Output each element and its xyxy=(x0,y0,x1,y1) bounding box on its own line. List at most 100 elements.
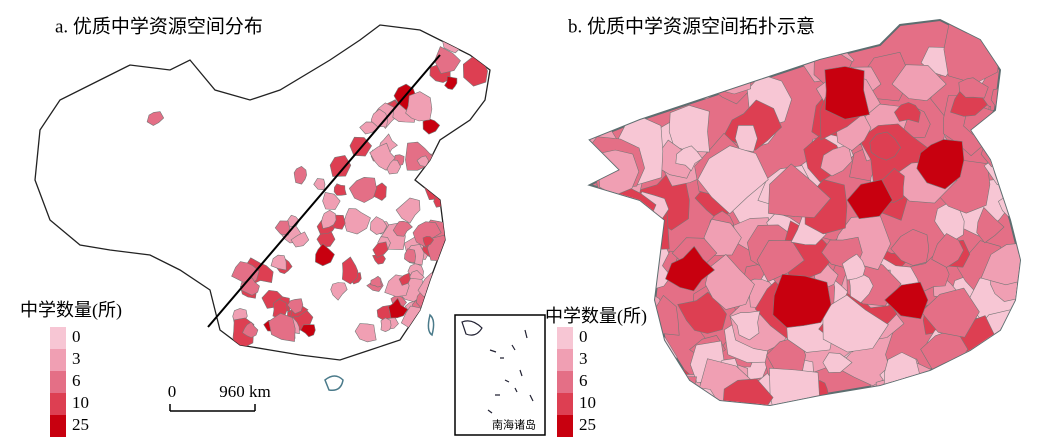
region xyxy=(943,375,989,405)
region xyxy=(146,111,165,126)
region xyxy=(665,245,715,292)
region xyxy=(627,386,664,405)
region xyxy=(369,216,388,235)
region xyxy=(590,225,624,289)
region xyxy=(637,52,675,100)
region xyxy=(293,165,307,185)
region xyxy=(890,228,930,266)
region xyxy=(591,344,630,392)
region xyxy=(322,192,341,210)
scale-label: 960 km xyxy=(219,382,270,401)
legend-swatch xyxy=(50,393,66,415)
legend-title: 中学数量(所) xyxy=(20,300,122,321)
region xyxy=(592,354,610,378)
region xyxy=(388,297,409,319)
region xyxy=(330,282,348,301)
region xyxy=(341,256,359,285)
region xyxy=(824,66,870,120)
legend-swatch xyxy=(557,393,573,415)
inset-frame xyxy=(454,314,546,436)
island xyxy=(324,375,344,392)
region xyxy=(768,163,831,218)
region xyxy=(329,155,352,177)
legend-label: 25 xyxy=(72,415,89,434)
legend-swatch xyxy=(557,415,573,437)
region xyxy=(463,38,479,55)
scale-label: 0 xyxy=(168,382,177,401)
region xyxy=(590,65,621,94)
region xyxy=(704,253,755,310)
region xyxy=(422,236,434,248)
region xyxy=(462,263,473,278)
region xyxy=(315,243,335,267)
legend-label: 10 xyxy=(72,393,89,412)
regions xyxy=(590,20,1020,405)
legend-swatch xyxy=(50,371,66,393)
region xyxy=(442,272,471,300)
legend-label: 25 xyxy=(579,415,596,434)
region xyxy=(395,197,421,224)
legend-title: 中学数量(所) xyxy=(545,306,647,327)
region xyxy=(354,323,377,343)
region xyxy=(984,338,1020,380)
region xyxy=(976,206,1005,244)
region xyxy=(300,324,316,338)
region xyxy=(848,272,874,304)
region xyxy=(769,367,820,405)
region xyxy=(405,91,433,122)
region xyxy=(894,102,921,123)
region xyxy=(333,183,347,196)
region xyxy=(424,174,449,201)
legend: 0 3 6 10 25 xyxy=(50,327,89,437)
region xyxy=(287,298,304,314)
region xyxy=(464,229,490,255)
region xyxy=(822,294,889,353)
region xyxy=(369,142,396,171)
legend-swatch xyxy=(50,349,66,371)
region xyxy=(980,242,1020,286)
region xyxy=(842,253,866,281)
divide-line xyxy=(207,54,441,328)
region xyxy=(398,272,411,286)
region xyxy=(590,329,626,372)
legend-label: 6 xyxy=(72,371,81,390)
region xyxy=(469,302,488,316)
legend-swatch xyxy=(50,327,66,349)
region xyxy=(884,281,929,320)
legend-label: 3 xyxy=(72,349,81,368)
region xyxy=(438,273,458,289)
region xyxy=(465,140,487,157)
region xyxy=(669,38,732,100)
inset-label: 南海诸岛 xyxy=(492,418,536,432)
region xyxy=(995,87,1020,129)
region xyxy=(370,275,382,288)
region xyxy=(392,220,413,237)
region xyxy=(448,281,474,314)
region xyxy=(343,208,371,235)
legend-swatch xyxy=(557,349,573,371)
region xyxy=(270,254,287,271)
panel-title: b. 优质中学资源空间拓扑示意 xyxy=(568,15,815,37)
region xyxy=(869,131,902,161)
panel-title: a. 优质中学资源空间分布 xyxy=(55,15,263,37)
region xyxy=(891,64,947,102)
region xyxy=(370,108,389,128)
inset-islands xyxy=(461,320,534,414)
region xyxy=(422,118,441,135)
region xyxy=(348,176,377,203)
region xyxy=(722,378,774,405)
region xyxy=(471,274,490,298)
region xyxy=(610,352,632,379)
region xyxy=(697,145,769,215)
region xyxy=(943,23,1000,84)
region xyxy=(590,322,644,385)
region xyxy=(463,224,475,238)
legend-label: 0 xyxy=(72,327,81,346)
region xyxy=(404,248,417,264)
region xyxy=(444,75,458,90)
region xyxy=(359,121,379,135)
region xyxy=(321,209,337,229)
region xyxy=(668,104,710,153)
region xyxy=(958,77,989,99)
legend: 0 3 6 10 25 xyxy=(557,327,596,437)
